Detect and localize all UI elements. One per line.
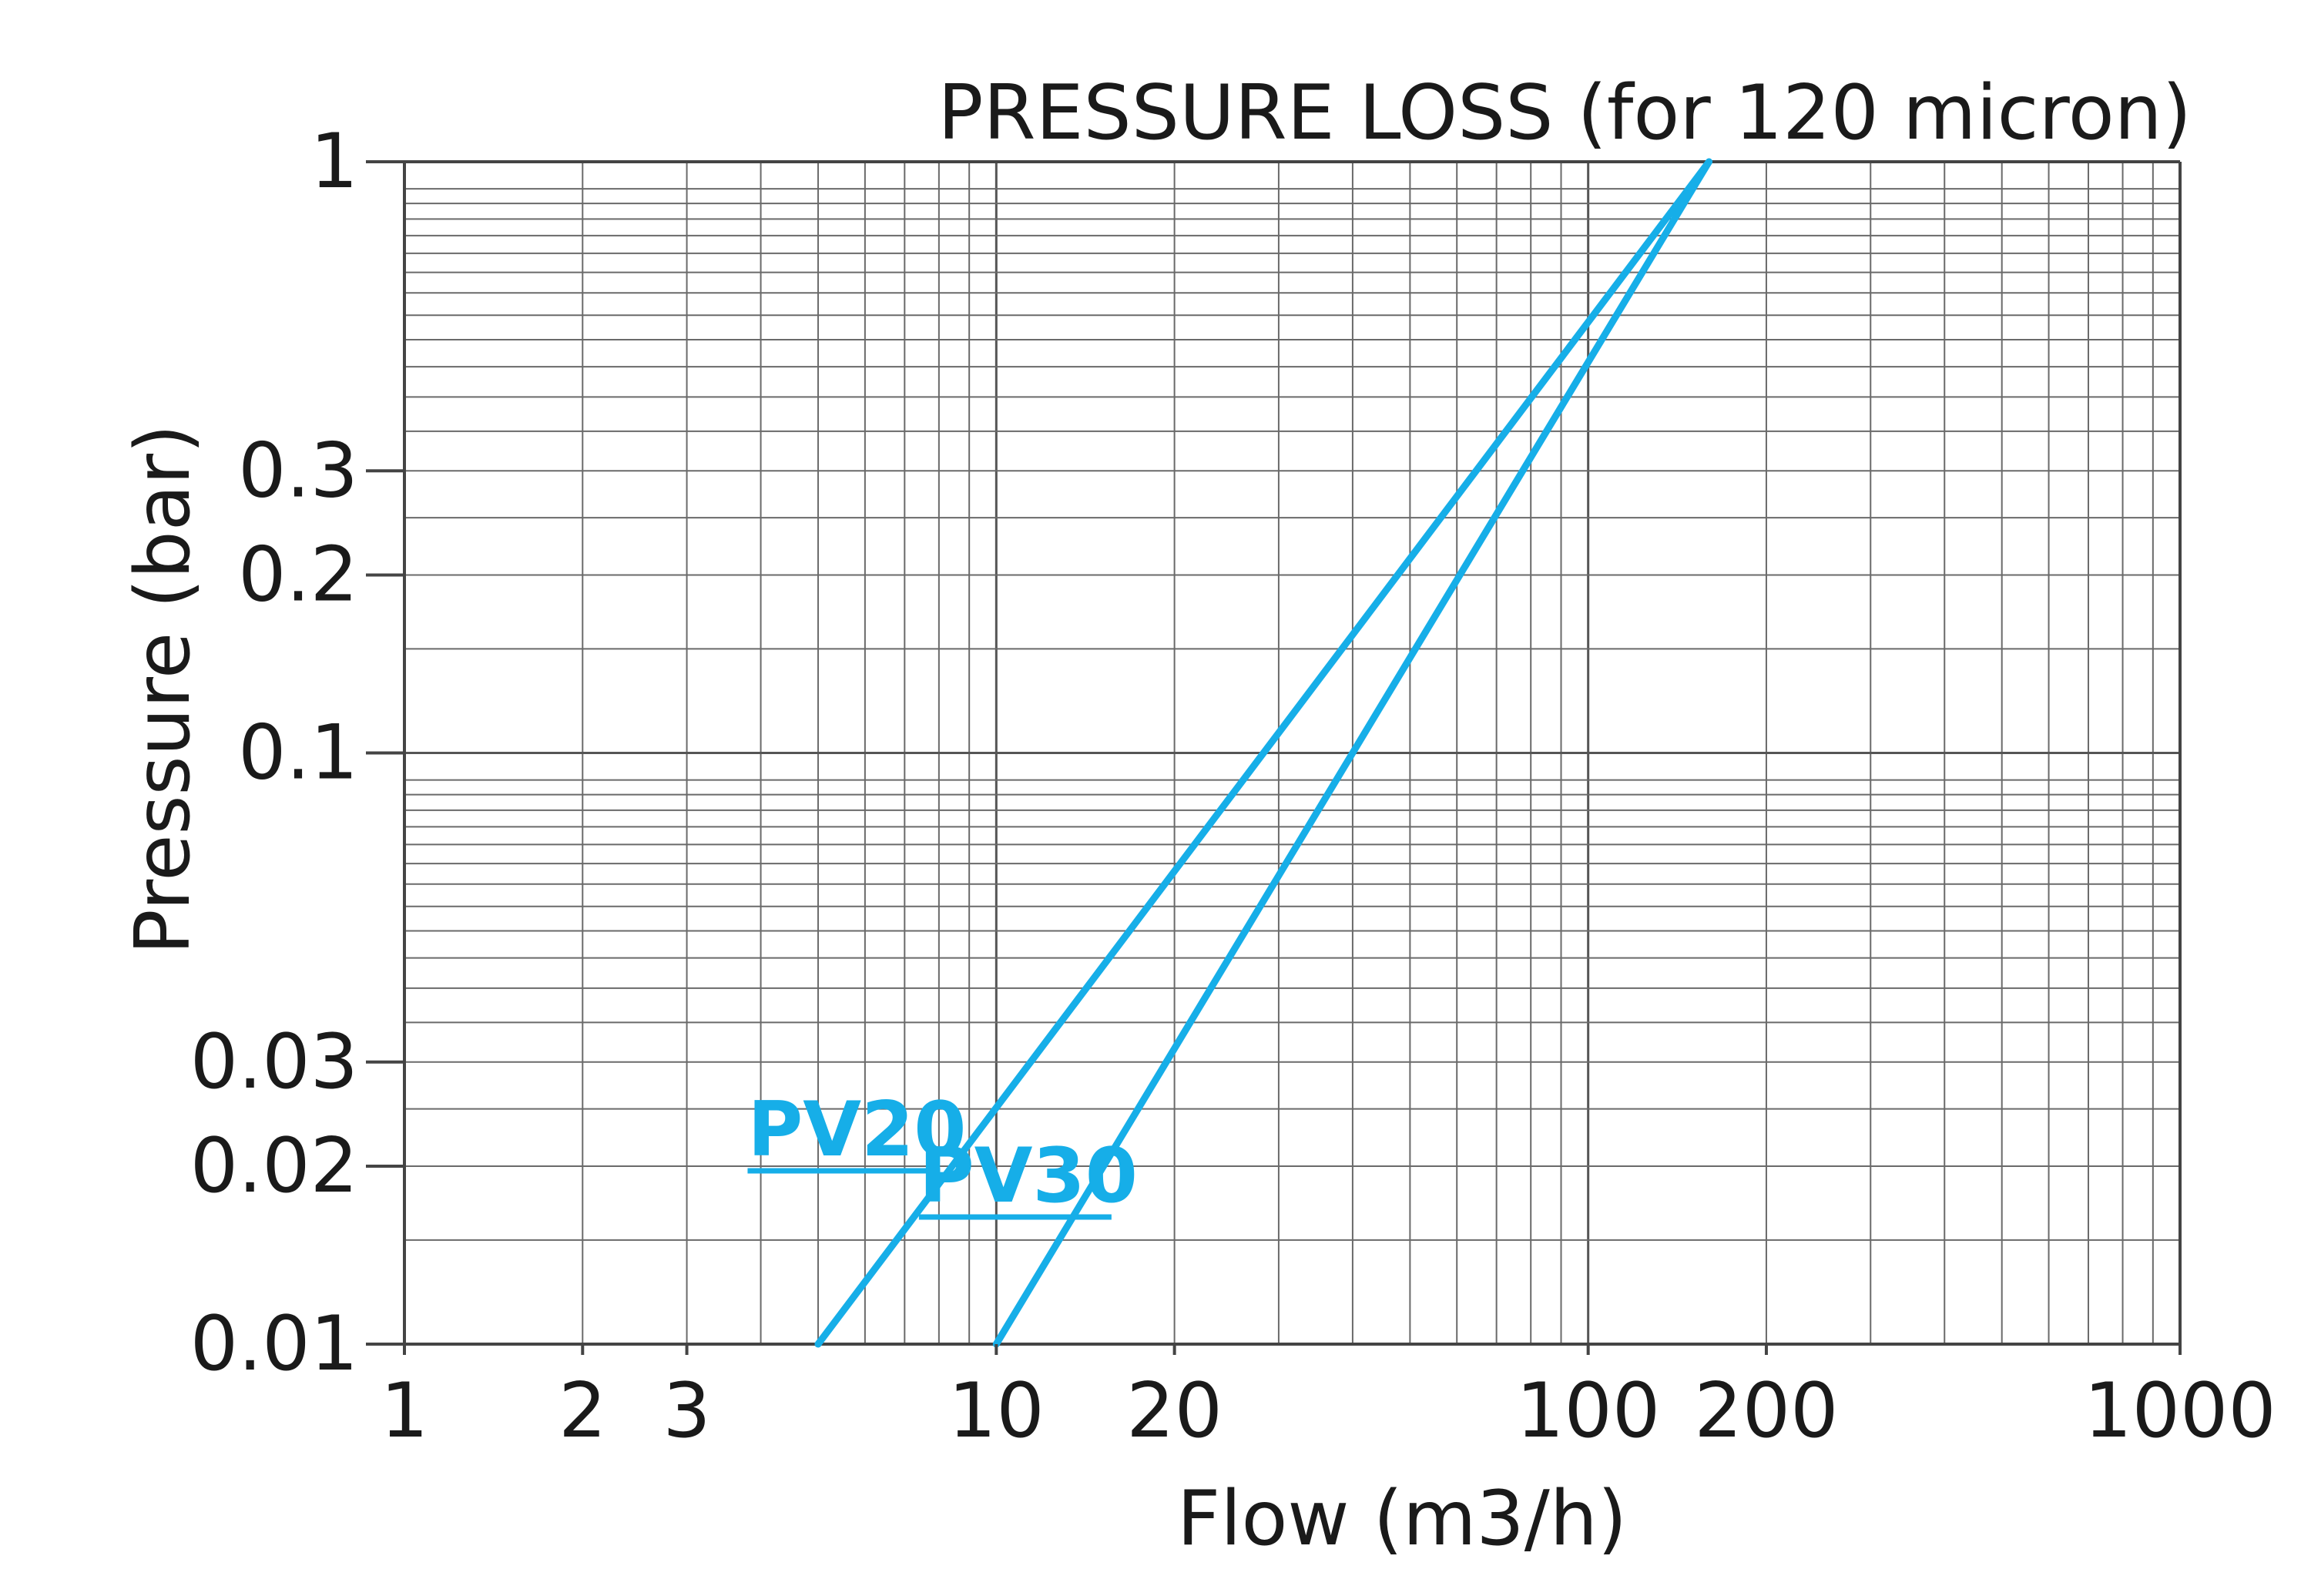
series-lines: [814, 158, 1712, 1348]
x-tick-label: 200: [1694, 1367, 1838, 1455]
y-tick-label: 0.03: [190, 1018, 358, 1106]
y-tick-label: 0.1: [238, 709, 358, 797]
y-tick-labels: 1 0.3 0.2 0.1 0.03 0.02 0.01: [190, 118, 404, 1388]
x-tick-labels: 1 2 3 10 20 100 200 1000: [381, 1344, 2276, 1455]
x-tick-label: 100: [1516, 1367, 1660, 1455]
y-tick-label: 0.01: [190, 1300, 358, 1388]
x-tick-label: 1000: [2084, 1367, 2276, 1455]
grid: [403, 160, 2182, 1346]
x-tick-label: 20: [1126, 1367, 1223, 1455]
chart-title: PRESSURE LOSS (for 120 micron): [937, 69, 2192, 157]
x-tick-label: 10: [948, 1367, 1045, 1455]
y-tick-label: 0.2: [238, 531, 358, 619]
y-tick-label: 1: [310, 118, 358, 206]
y-tick-label: 0.3: [238, 427, 358, 515]
x-tick-label: 1: [381, 1367, 428, 1455]
series-line-pv20: [814, 158, 1712, 1348]
y-tick-label: 0.02: [190, 1122, 358, 1210]
x-tick-label: 3: [662, 1367, 710, 1455]
x-tick-label: 2: [558, 1367, 606, 1455]
series-line-pv30: [992, 158, 1712, 1348]
series-label-pv30: PV30: [919, 1132, 1138, 1220]
series-label-pv20: PV20: [747, 1086, 966, 1174]
y-axis-label: Pressure (bar): [119, 424, 207, 955]
x-axis-label: Flow (m3/h): [1177, 1475, 1627, 1563]
